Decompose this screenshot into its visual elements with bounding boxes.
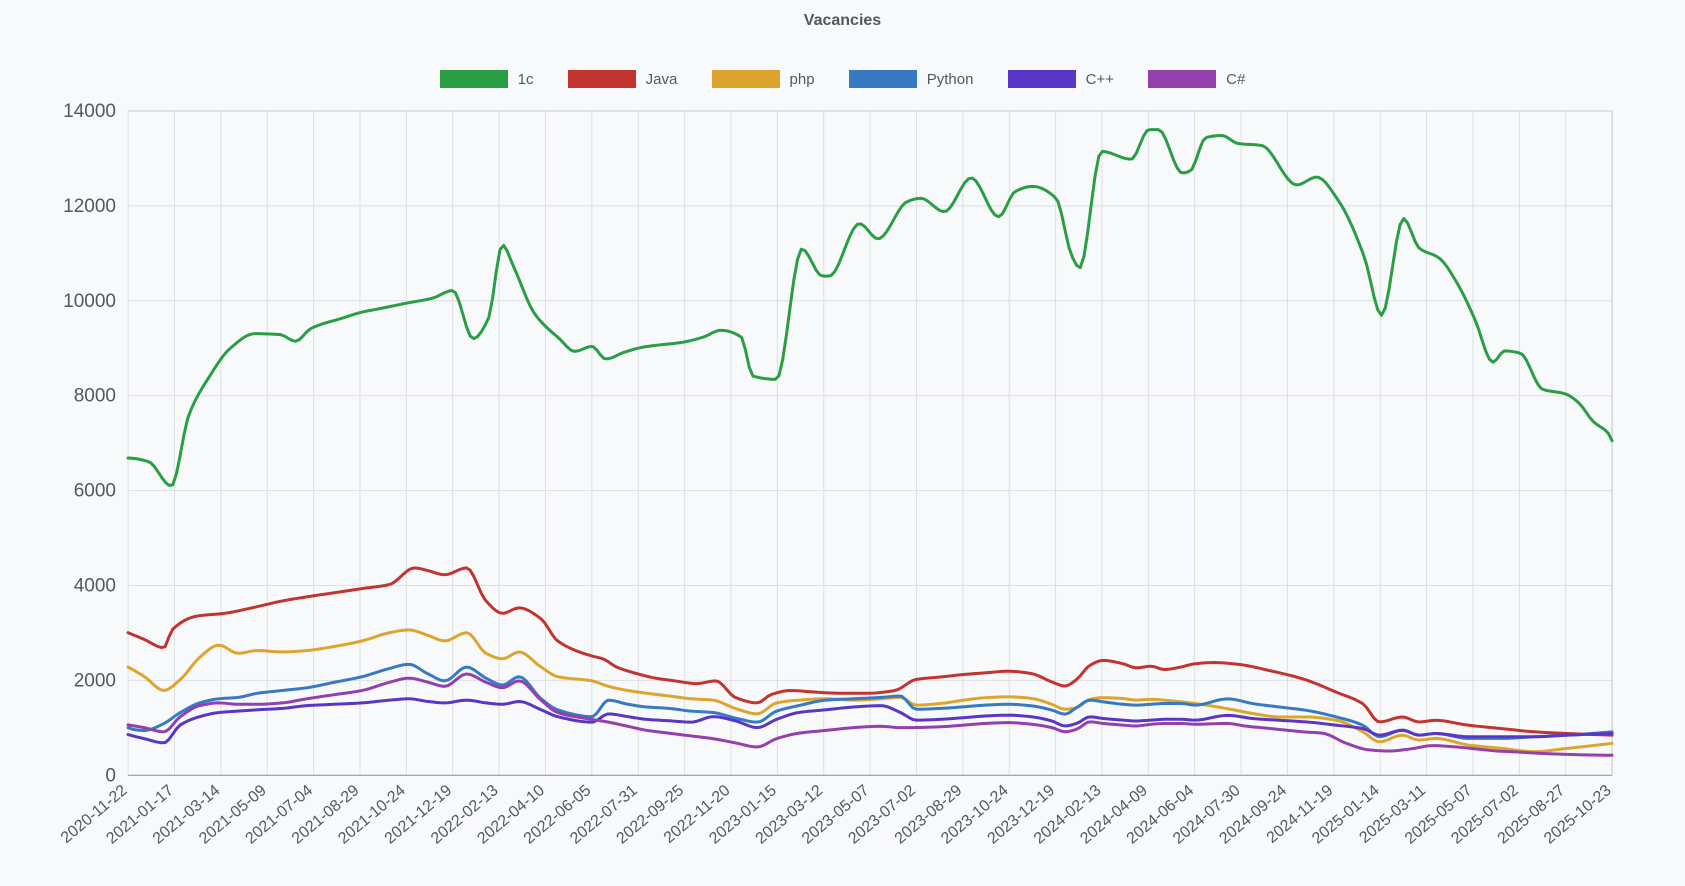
svg-text:12000: 12000 bbox=[63, 196, 116, 217]
svg-text:0: 0 bbox=[105, 765, 116, 786]
svg-text:8000: 8000 bbox=[74, 386, 116, 407]
svg-text:6000: 6000 bbox=[74, 481, 116, 502]
svg-text:2000: 2000 bbox=[74, 670, 116, 691]
svg-text:4000: 4000 bbox=[74, 576, 116, 597]
svg-text:14000: 14000 bbox=[63, 101, 116, 122]
svg-text:10000: 10000 bbox=[63, 291, 116, 312]
